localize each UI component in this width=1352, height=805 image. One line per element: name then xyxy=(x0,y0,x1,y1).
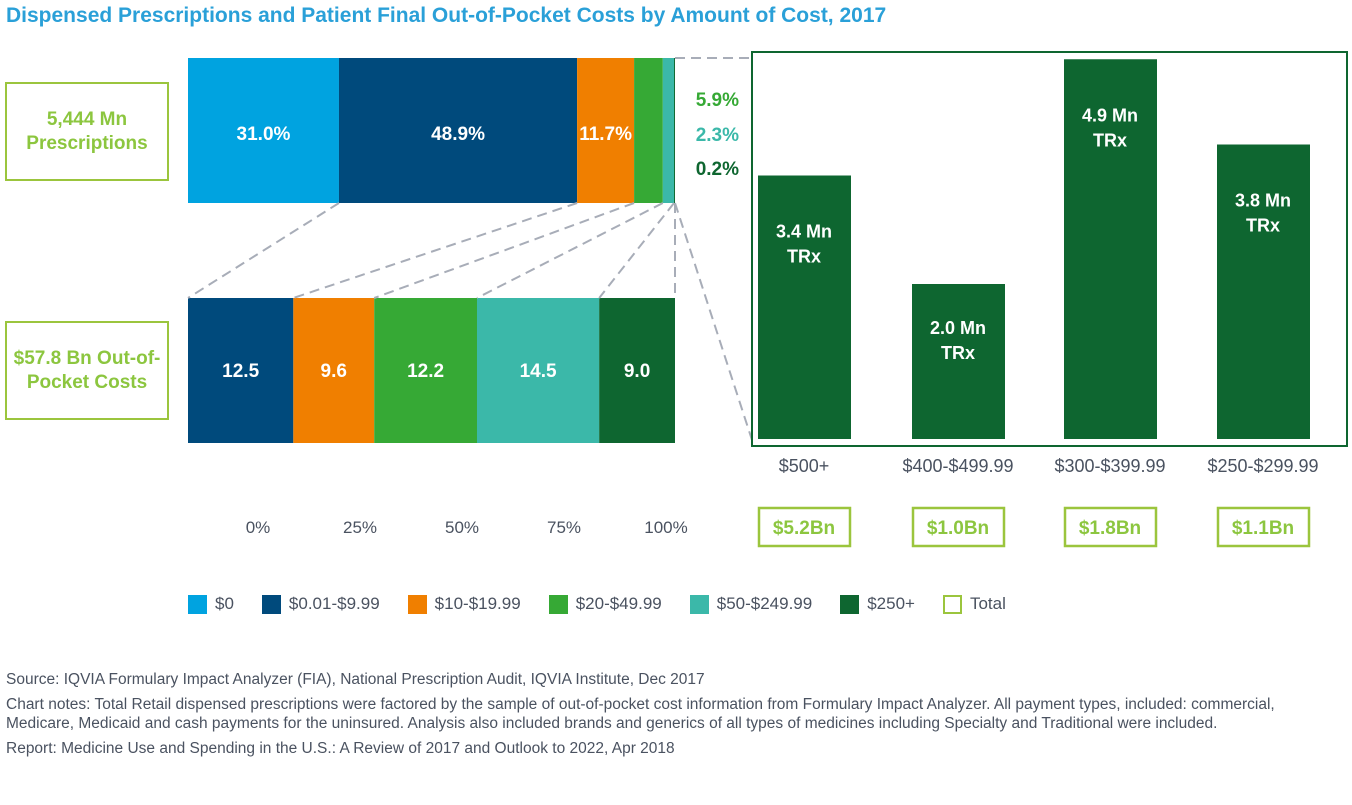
legend-label: $10-$19.99 xyxy=(434,594,521,613)
connector-line xyxy=(674,202,753,441)
legend-swatch xyxy=(942,594,962,614)
bar-segment xyxy=(577,58,635,203)
bar-segment xyxy=(374,298,477,443)
legend-label: $0.01-$9.99 xyxy=(288,594,380,613)
x-tick-label: 50% xyxy=(445,518,479,537)
bar-label: 12.5 xyxy=(222,361,259,382)
x-category-label: $300-$399.99 xyxy=(1054,456,1165,476)
legend-swatch xyxy=(840,594,860,614)
chart-svg: 31.0% 48.9% 11.7% 5.9% 2.3% 0.2% 12.5 9.6 12.2 14… xyxy=(187,51,1348,548)
chart-title: Dispensed Prescriptions and Patient Fina… xyxy=(6,4,887,27)
total-label: $1.1Bn xyxy=(1232,518,1294,539)
notes: Source: IQVIA Formulary Impact Analyzer … xyxy=(6,670,1336,764)
legend-item: $0.01-$9.99 xyxy=(261,594,380,614)
total-label: $5.2Bn xyxy=(773,518,835,539)
bar-label: TRx xyxy=(787,247,821,267)
total-label: $1.8Bn xyxy=(1079,518,1141,539)
x-tick-label: 25% xyxy=(343,518,377,537)
bar-label: 2.3% xyxy=(696,125,739,146)
bar-segment xyxy=(188,58,339,203)
legend-swatch xyxy=(261,594,281,614)
connector-line xyxy=(187,202,340,299)
bar-label: 2.0 Mn xyxy=(930,318,986,338)
legend-swatch xyxy=(689,594,709,614)
total-label: $1.0Bn xyxy=(927,518,989,539)
connector-line xyxy=(293,202,578,299)
bar-label: 5.9% xyxy=(696,90,739,111)
legend-label: Total xyxy=(969,594,1006,613)
bar-segment xyxy=(634,58,663,203)
bar-segment xyxy=(599,298,675,443)
connector-line xyxy=(476,202,664,299)
bar xyxy=(1064,59,1157,439)
bar-label: 0.2% xyxy=(696,159,739,180)
legend-item: $250+ xyxy=(840,594,915,614)
bar-label: 9.6 xyxy=(321,361,347,382)
bar-label: 14.5 xyxy=(520,361,557,382)
legend-swatch xyxy=(188,594,207,614)
legend-label: $50-$249.99 xyxy=(716,594,813,613)
bar xyxy=(758,175,851,439)
bar-label: 3.4 Mn xyxy=(776,222,832,242)
bar-label: 9.0 xyxy=(624,361,650,382)
connector-line xyxy=(598,202,675,299)
legend-swatch xyxy=(407,594,427,614)
legend-item: $0 xyxy=(188,594,234,614)
bar-label: 12.2 xyxy=(407,361,444,382)
legend-label: $0 xyxy=(215,594,234,613)
prescriptions-total-box: 5,444 Mn Prescriptions xyxy=(5,82,169,181)
bar-label: 4.9 Mn xyxy=(1082,105,1138,125)
bar-label: 31.0% xyxy=(237,124,291,145)
legend-item: $20-$49.99 xyxy=(548,594,662,614)
bar-label: 3.8 Mn xyxy=(1235,191,1291,211)
costs-total-box: $57.8 Bn Out-of-Pocket Costs xyxy=(5,321,169,420)
x-category-label: $400-$499.99 xyxy=(902,456,1013,476)
bar-label: TRx xyxy=(1246,216,1280,236)
bar-segment xyxy=(188,298,294,443)
bar xyxy=(912,284,1005,439)
legend-label: $250+ xyxy=(867,594,915,613)
bar-label: 48.9% xyxy=(431,124,485,145)
bar-label: TRx xyxy=(941,343,975,363)
x-tick-label: 0% xyxy=(246,518,271,537)
bar xyxy=(1217,144,1310,439)
legend-item: $10-$19.99 xyxy=(407,594,521,614)
source-note: Source: IQVIA Formulary Impact Analyzer … xyxy=(6,671,705,688)
bar-label: TRx xyxy=(1093,130,1127,150)
total-box xyxy=(757,506,852,548)
legend: $0 $0.01-$9.99 $10-$19.99 $20-$49.99 $50-$24… xyxy=(188,594,1034,614)
total-box xyxy=(911,506,1006,548)
bar-segment xyxy=(338,58,578,203)
x-tick-label: 100% xyxy=(644,518,687,537)
legend-item: Total xyxy=(942,594,1006,614)
x-category-label: $500+ xyxy=(779,456,830,476)
bar-segment xyxy=(662,58,675,203)
chart-notes: Chart notes: Total Retail dispensed pres… xyxy=(6,696,1275,732)
zoom-panel xyxy=(751,51,1348,447)
total-box xyxy=(1216,506,1311,548)
connector-line xyxy=(373,202,635,299)
x-tick-label: 75% xyxy=(547,518,581,537)
bar-segment xyxy=(293,298,375,443)
total-box xyxy=(1063,506,1158,548)
bar-segment xyxy=(674,58,675,203)
x-category-label: $250-$299.99 xyxy=(1207,456,1318,476)
bar-label: 11.7% xyxy=(579,124,632,145)
legend-swatch xyxy=(548,594,568,614)
report-note: Report: Medicine Use and Spending in the… xyxy=(6,740,675,757)
bar-segment xyxy=(476,298,600,443)
legend-label: $20-$49.99 xyxy=(575,594,662,613)
legend-item: $50-$249.99 xyxy=(689,594,813,614)
